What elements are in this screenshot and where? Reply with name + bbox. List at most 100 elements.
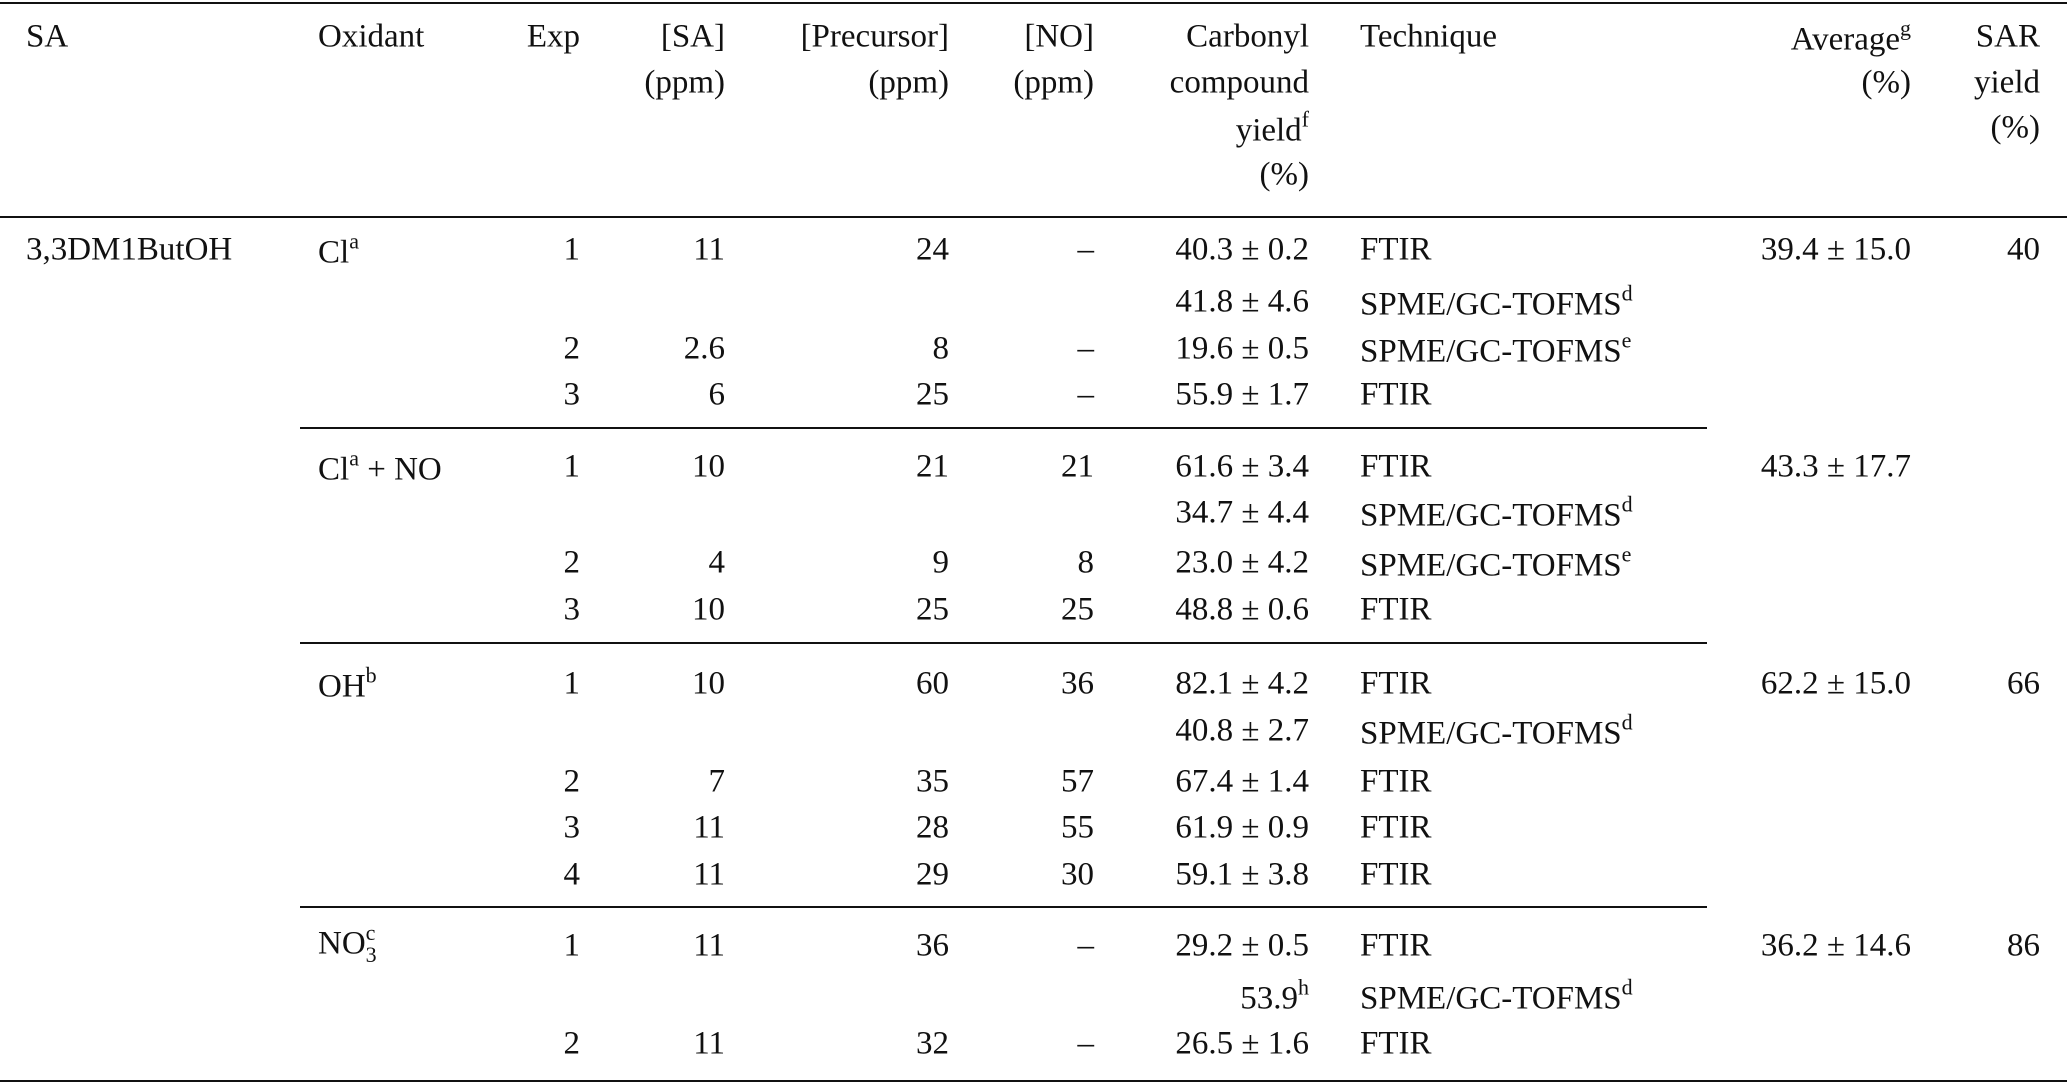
table-cell: 21 [1061,448,1094,485]
table-cell: – [1077,376,1095,413]
table-cell: – [1077,1025,1095,1062]
table-cell: 4 [708,544,726,581]
cell-text: yield [1974,64,2040,101]
table-cell: 82.1 ± 4.2 [1175,665,1309,702]
table-cell: OHb [318,662,377,704]
bottom-rule [0,1080,2067,1082]
superscript: f [1301,106,1309,132]
header-cell: yield [1974,64,2040,101]
table-cell: 23.0 ± 4.2 [1175,544,1309,581]
cell-text: + NO [358,451,442,488]
table-cell: 61.6 ± 3.4 [1175,448,1309,485]
table-cell: 9 [932,544,950,581]
table-cell: 11 [693,927,725,964]
table-cell: 8 [932,330,950,367]
cell-text: SPME/GC-TOFMS [1360,547,1622,584]
superscript: e [1621,327,1632,353]
table-cell: FTIR [1360,448,1432,485]
table-cell: FTIR [1360,665,1432,702]
table-cell: FTIR [1360,763,1432,800]
cell-text: [SA] [660,18,725,55]
cell-text: (%) [1861,64,1911,101]
table-cell: – [1077,231,1095,268]
table-cell: 10 [692,665,725,702]
table-cell: 35 [916,763,949,800]
table-cell: 66 [2007,665,2040,702]
table-cell: SPME/GC-TOFMSe [1360,327,1632,369]
table-cell: FTIR [1360,231,1432,268]
cell-text: SAR [1975,18,2040,55]
table-cell: 40 [2007,231,2040,268]
header-cell: Carbonyl [1186,20,1309,54]
group-rule [300,906,1707,908]
table-cell: 39.4 ± 15.0 [1760,231,1911,268]
table-cell: 36.2 ± 14.6 [1760,927,1911,964]
table-cell: 40.8 ± 2.7 [1175,712,1309,749]
table-cell: FTIR [1360,927,1432,964]
table-cell: NO c 3 [318,922,377,968]
cell-text: [Precursor] [800,18,949,55]
header-cell: Averageg [1791,15,1911,57]
cell-text: Oxidant [318,18,425,55]
superscript: d [1621,280,1633,306]
cell-text: Cl [318,234,350,271]
table-cell: 24 [916,231,949,268]
header-cell: yieldf [1235,106,1309,149]
table-cell: 6 [708,376,726,413]
table-cell: 62.2 ± 15.0 [1760,665,1911,702]
table-cell: FTIR [1360,1025,1432,1062]
cell-text: SPME/GC-TOFMS [1360,980,1622,1017]
cell-text: SA [26,18,69,55]
superscript: b [365,662,377,688]
table-cell: 26.5 ± 1.6 [1175,1025,1309,1062]
table-cell: 55.9 ± 1.7 [1175,376,1309,413]
table-cell: FTIR [1360,809,1432,846]
table-cell: Cla [318,228,359,271]
table-cell: 30 [1061,856,1094,893]
superscript: g [1900,15,1911,41]
table-cell: 1 [563,665,581,702]
header-cell: (ppm) [1013,66,1094,100]
header-cell: Technique [1360,20,1497,54]
table-cell: 19.6 ± 0.5 [1175,330,1309,367]
table-cell: 8 [1077,544,1095,581]
header-cell: (%) [1861,64,1911,101]
header-cell: Exp [527,20,580,54]
superscript: h [1298,974,1309,1000]
cell-text: (%) [1259,156,1309,193]
table-cell: 36 [916,927,949,964]
table-cell: 11 [693,1025,725,1062]
table-cell: 36 [1061,665,1094,702]
table-cell: 25 [916,591,949,628]
table-cell: 3,3DM1ButOH [26,231,233,268]
cell-text: compound [1169,64,1309,101]
table-cell: 1 [563,927,581,964]
table-cell: SPME/GC-TOFMSd [1360,493,1633,533]
cell-text: (ppm) [644,64,725,101]
table-cell: 2.6 [683,330,725,367]
table-cell: 10 [692,448,725,485]
table-cell: – [1077,927,1095,964]
header-cell: Oxidant [318,18,425,55]
superscript: d [1621,709,1633,735]
header-cell: [NO] [1024,20,1094,54]
header-cell: [SA] [660,18,725,55]
table-cell: 40.3 ± 0.2 [1175,231,1309,268]
table-cell: 2 [563,1025,581,1062]
group-rule [300,427,1707,429]
header-cell: (%) [1991,111,2040,145]
table-cell: 2 [563,330,581,367]
table-cell: 34.7 ± 4.4 [1175,494,1309,531]
header-cell: (%) [1259,156,1309,193]
table-cell: 2 [563,544,581,581]
superscript: a [349,228,359,254]
cell-text: yield [1235,112,1302,149]
header-cell: (ppm) [644,64,725,101]
table-cell: 3 [563,809,581,846]
table-cell: 21 [916,448,949,485]
table-cell: 28 [916,809,949,846]
table-cell: 25 [916,376,949,413]
table-cell: SPME/GC-TOFMSd [1360,280,1633,322]
cell-text: Cl [318,451,350,488]
